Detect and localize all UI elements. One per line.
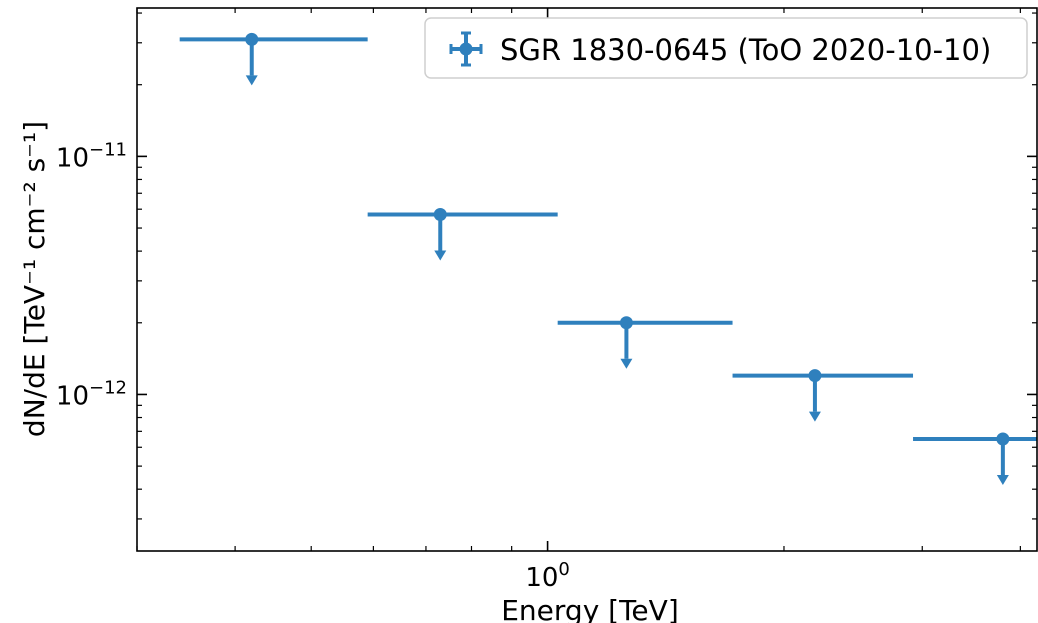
y-axis-label: dN/dE [TeV⁻¹ cm⁻² s⁻¹] <box>18 121 51 437</box>
plot-frame <box>136 7 1038 552</box>
legend-entry-label: SGR 1830-0645 (ToO 2020-10-10) <box>500 33 991 67</box>
data-point <box>996 432 1010 446</box>
legend-marker <box>449 31 483 67</box>
x-tick-label: 100 <box>525 559 570 593</box>
y-tick-label: 10−11 <box>56 139 127 173</box>
upper-limit-arrowhead <box>434 250 447 261</box>
y-tick-label: 10−12 <box>56 377 127 411</box>
minor-ticks <box>136 8 1037 551</box>
legend-box <box>424 17 1028 79</box>
legend-marker-dot <box>459 42 473 56</box>
upper-limit-arrowhead <box>245 75 258 86</box>
tick-labels: 100 10−11 10−12 <box>56 139 570 593</box>
legend: SGR 1830-0645 (ToO 2020-10-10) <box>424 17 1028 79</box>
data-point <box>433 207 447 221</box>
upper-limit-arrowhead <box>620 358 633 369</box>
data-point <box>619 316 633 330</box>
data-point <box>808 369 822 383</box>
upper-limit-arrowhead <box>996 474 1009 485</box>
series-layer <box>179 32 1037 485</box>
major-ticks <box>137 8 1037 551</box>
upper-limit-arrowhead <box>808 411 821 422</box>
data-point <box>245 32 259 46</box>
x-axis-label: Energy [TeV] <box>501 594 679 623</box>
